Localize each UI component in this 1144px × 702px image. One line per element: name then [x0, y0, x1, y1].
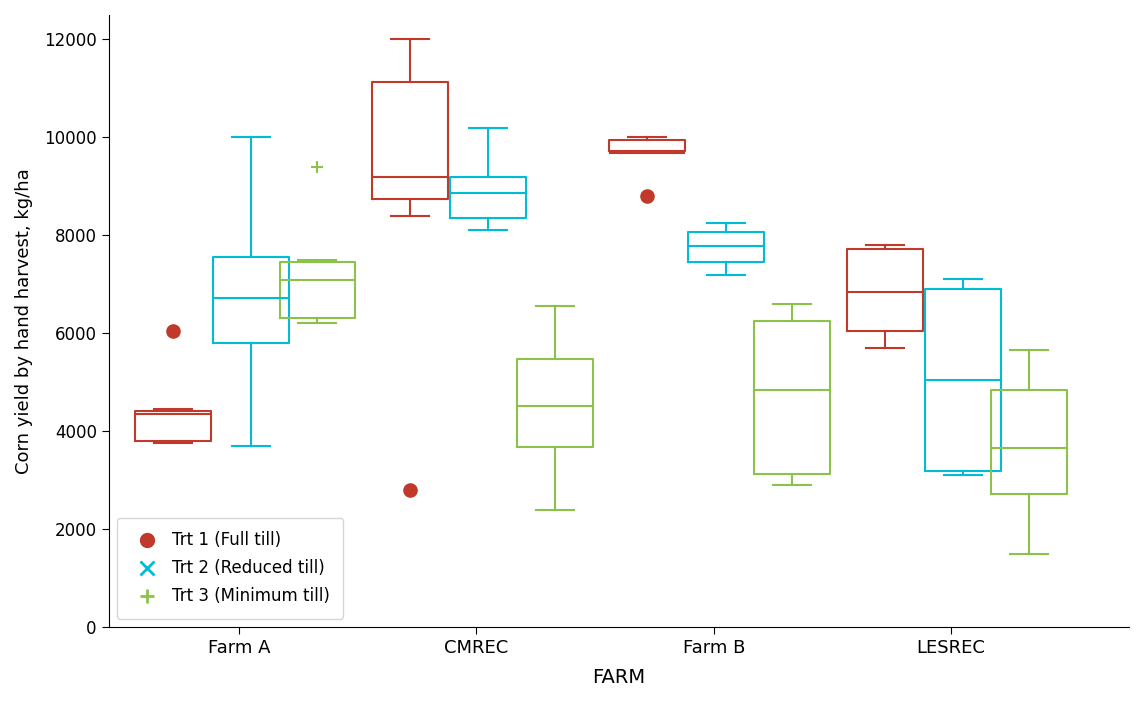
Y-axis label: Corn yield by hand harvest, kg/ha: Corn yield by hand harvest, kg/ha	[15, 168, 33, 474]
Legend: Trt 1 (Full till), Trt 2 (Reduced till), Trt 3 (Minimum till): Trt 1 (Full till), Trt 2 (Reduced till),…	[117, 518, 343, 618]
X-axis label: FARM: FARM	[593, 668, 645, 687]
